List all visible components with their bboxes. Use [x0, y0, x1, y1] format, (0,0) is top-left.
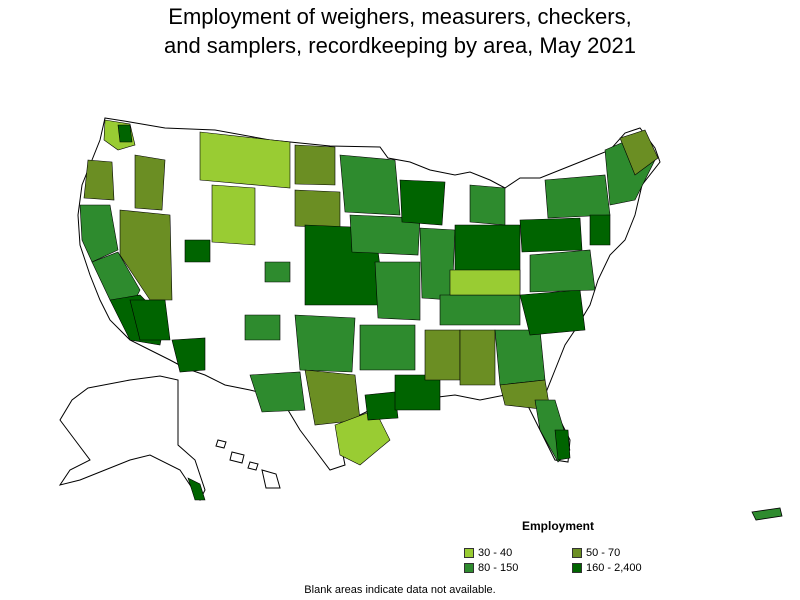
- alaska-panhandle-region: [187, 477, 206, 501]
- region-wisconsin: [399, 179, 446, 226]
- region-phoenix: [129, 299, 171, 341]
- region-michigan: [469, 184, 506, 226]
- region-wyoming: [211, 184, 256, 246]
- puerto-rico-region: [751, 507, 783, 521]
- region-arkansas: [359, 324, 416, 371]
- region-new-york: [544, 174, 611, 219]
- region-az-south: [171, 337, 206, 373]
- legend-label-30-40: 30 - 40: [478, 547, 513, 559]
- alaska-outline: [58, 375, 206, 501]
- region-missouri: [374, 261, 421, 321]
- region-florida-south: [554, 429, 571, 461]
- map-title-line-1: Employment of weighers, measurers, check…: [168, 4, 632, 29]
- region-mississippi: [424, 329, 461, 381]
- region-alabama: [459, 329, 496, 386]
- map-title-line-2: and samplers, recordkeeping by area, May…: [163, 33, 637, 58]
- legend-item-30-40: 30 - 40: [464, 547, 512, 559]
- region-kentucky: [449, 269, 521, 296]
- legend-swatch-50-70: [572, 548, 582, 558]
- legend-label-160-2400: 160 - 2,400: [586, 562, 642, 574]
- region-carolinas: [519, 289, 586, 336]
- region-minnesota: [339, 154, 401, 216]
- region-montana: [199, 131, 291, 189]
- region-nj-nyc: [589, 214, 611, 246]
- region-georgia: [494, 329, 546, 386]
- region-texas-panhandle: [249, 371, 306, 413]
- region-new-mexico: [244, 314, 281, 341]
- legend-swatch-160-2400: [572, 563, 582, 573]
- hawaii-islands: [215, 439, 281, 489]
- region-tennessee: [439, 294, 521, 326]
- map-title: Employment of weighers, measurers, check…: [0, 2, 800, 60]
- region-texas-central: [304, 369, 361, 426]
- region-denver: [264, 261, 291, 283]
- footnote: Blank areas indicate data not available.: [304, 584, 496, 596]
- region-houston: [364, 391, 399, 421]
- legend-swatch-30-40: [464, 548, 474, 558]
- legend-label-80-150: 80 - 150: [478, 562, 519, 574]
- region-idaho-east: [134, 154, 166, 211]
- legend-label-50-70: 50 - 70: [586, 547, 621, 559]
- region-maine: [619, 129, 659, 176]
- region-nd: [294, 144, 336, 186]
- region-salt-lake: [184, 239, 211, 263]
- region-or-west: [83, 159, 115, 201]
- region-ca-north: [79, 204, 119, 263]
- legend-item-50-70: 50 - 70: [572, 547, 620, 559]
- legend-title: Employment: [522, 519, 595, 533]
- legend-item-80-150: 80 - 150: [464, 562, 518, 574]
- region-iowa: [349, 214, 421, 256]
- legend-item-160-2400: 160 - 2,400: [572, 562, 642, 574]
- region-pennsylvania: [519, 217, 583, 253]
- region-virginia: [529, 249, 596, 293]
- region-oklahoma: [294, 314, 356, 373]
- region-seattle: [117, 124, 133, 143]
- region-sd: [294, 189, 341, 229]
- legend-swatch-80-150: [464, 563, 474, 573]
